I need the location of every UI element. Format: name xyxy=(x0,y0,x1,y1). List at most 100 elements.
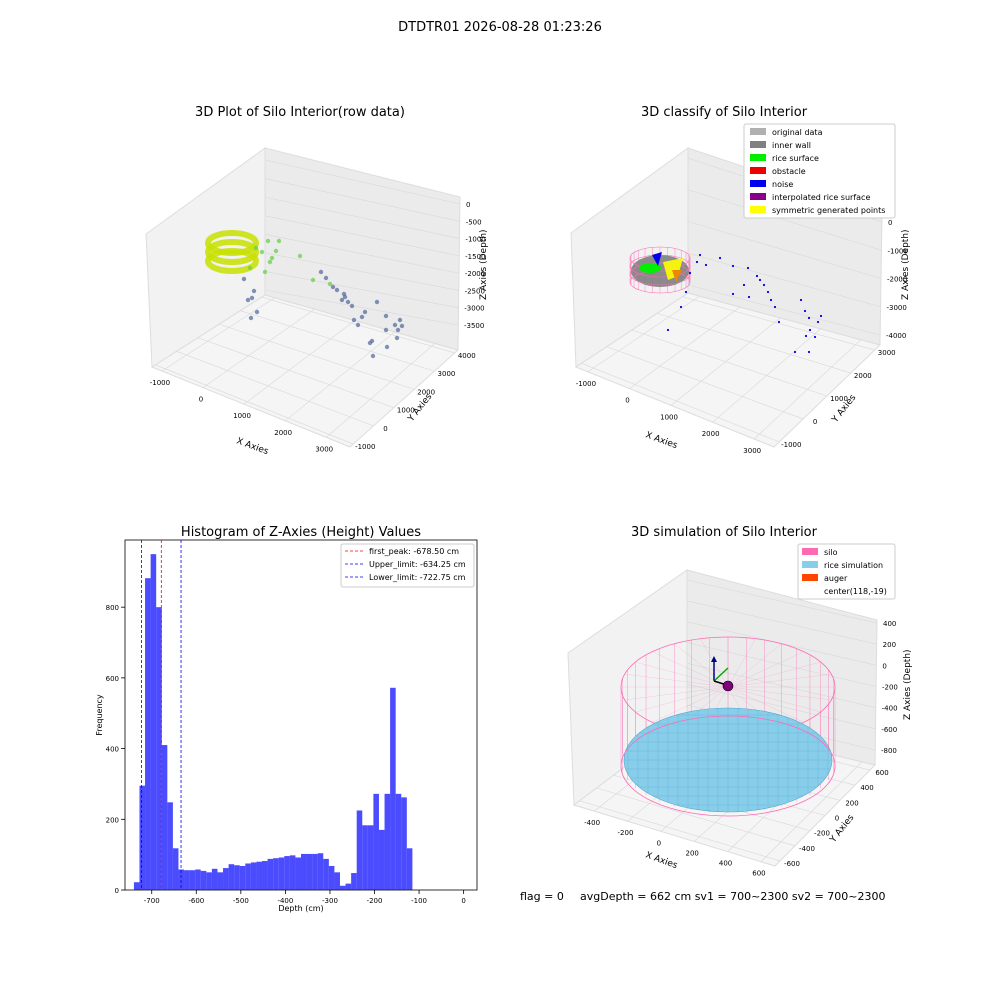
x-tick-label: 1000 xyxy=(660,413,678,421)
histogram-bar xyxy=(323,858,329,890)
silo-wire xyxy=(635,686,729,713)
histogram-bars xyxy=(133,554,413,890)
grid-line xyxy=(657,313,851,374)
silo-wire xyxy=(727,661,821,688)
z-tick-label: -400 xyxy=(882,705,898,713)
raw-point xyxy=(355,322,361,328)
raw-ring xyxy=(205,239,259,265)
x-tick-label: -600 xyxy=(188,897,204,905)
footer-stats: avgDepth = 662 cm sv1 = 700~2300 sv2 = 7… xyxy=(580,890,886,903)
y-tick-label: 600 xyxy=(106,675,119,683)
legend-label: inner wall xyxy=(772,141,811,150)
histogram-bar xyxy=(189,870,196,890)
grid-line xyxy=(326,343,436,438)
raw-point xyxy=(269,255,275,261)
x-tick-label: 0 xyxy=(461,897,465,905)
legend-label: original data xyxy=(772,128,823,137)
noise-point xyxy=(747,295,751,299)
histogram-bar xyxy=(301,853,307,890)
legend-swatch xyxy=(750,180,766,187)
grid-line xyxy=(596,787,796,847)
y-tick-label: -1000 xyxy=(781,441,801,449)
footer-flag: flag = 0 xyxy=(520,890,564,903)
raw-point xyxy=(259,249,265,255)
legend-label: silo xyxy=(824,548,838,557)
y-tick-label: 2000 xyxy=(417,388,435,396)
rice-mesh xyxy=(624,708,832,812)
panel-simulation-3d: 3D simulation of Silo Interior -400 -200 0… xyxy=(567,525,913,878)
z-tick-label: -4000 xyxy=(886,332,906,340)
silo-ring xyxy=(629,270,691,294)
noise-point xyxy=(666,328,670,332)
histogram-bar xyxy=(256,861,263,890)
noise-point xyxy=(742,283,746,287)
silo-wire xyxy=(635,661,729,688)
z-tick-label: -2500 xyxy=(465,287,485,295)
histogram-bar xyxy=(217,872,224,890)
noise-point xyxy=(755,274,759,278)
x-axis-label: Depth (cm) xyxy=(278,904,323,913)
y-tick-label: -400 xyxy=(799,845,815,853)
silo-wire xyxy=(727,686,832,701)
y-tick-label: 800 xyxy=(106,604,119,612)
axis-ticks: -700 -600 -500 -400 -300 -200 -100 0 0 200 400 600 8… xyxy=(106,604,466,905)
histogram-bar xyxy=(234,865,240,890)
x-tick-label: -200 xyxy=(367,897,383,905)
histogram-bar xyxy=(167,802,173,890)
legend-swatch xyxy=(750,193,766,200)
grid-line xyxy=(264,196,460,239)
histogram-bar xyxy=(161,745,168,890)
silo-wire xyxy=(624,673,729,688)
noise-point xyxy=(746,266,750,270)
histogram-bar xyxy=(228,864,235,890)
histogram-bar xyxy=(239,865,246,890)
legend-swatch xyxy=(750,167,766,174)
noise-point xyxy=(807,316,811,320)
x-tick-label: -400 xyxy=(277,897,293,905)
legend-label: center(118,-19) xyxy=(824,587,887,596)
noise-point xyxy=(804,334,808,338)
histogram-bar xyxy=(250,862,257,890)
raw-point xyxy=(383,327,389,333)
histogram-bar xyxy=(284,856,290,890)
x-tick-label: -700 xyxy=(144,897,160,905)
raw-point xyxy=(397,317,403,323)
x-tick-label: -500 xyxy=(233,897,249,905)
noise-point xyxy=(762,283,766,287)
grid-line xyxy=(606,346,804,420)
raw-point xyxy=(367,340,373,346)
noise-point xyxy=(777,320,781,324)
raw-point xyxy=(241,276,247,282)
histogram-bar xyxy=(172,848,179,890)
histogram-bar xyxy=(262,861,268,890)
x-tick-label: 1000 xyxy=(233,412,251,420)
histogram-bar xyxy=(306,853,313,890)
histogram-bar xyxy=(367,825,374,890)
x-tick-label: 0 xyxy=(199,396,203,404)
z-tick-label: -1000 xyxy=(465,236,485,244)
x-tick-label: 0 xyxy=(625,397,629,405)
noise-point xyxy=(773,305,777,309)
noise-patch xyxy=(652,252,662,266)
grid-line xyxy=(264,233,459,274)
histogram-bar xyxy=(384,793,391,890)
grid-line xyxy=(264,178,460,222)
grid-line xyxy=(202,308,315,388)
z-tick-label: -500 xyxy=(466,218,482,226)
x-axis-label: X Axies xyxy=(644,430,679,451)
histogram-bar xyxy=(267,858,274,890)
x-tick-label: -1000 xyxy=(150,379,170,387)
histogram-bar xyxy=(278,857,285,890)
noise-point xyxy=(684,290,688,294)
x-tick-label: 200 xyxy=(686,849,699,857)
y-tick-label: 1000 xyxy=(397,407,415,415)
histogram-bar xyxy=(295,857,301,890)
x-tick-label: -200 xyxy=(618,829,634,837)
raw-point xyxy=(267,259,273,265)
x-axis-label: X Axies xyxy=(644,850,679,871)
y-tick-label: 3000 xyxy=(878,349,896,357)
histogram-bar xyxy=(390,687,396,890)
histogram-bar xyxy=(328,865,335,890)
histogram-bar xyxy=(351,873,357,890)
raw-point xyxy=(342,294,348,300)
